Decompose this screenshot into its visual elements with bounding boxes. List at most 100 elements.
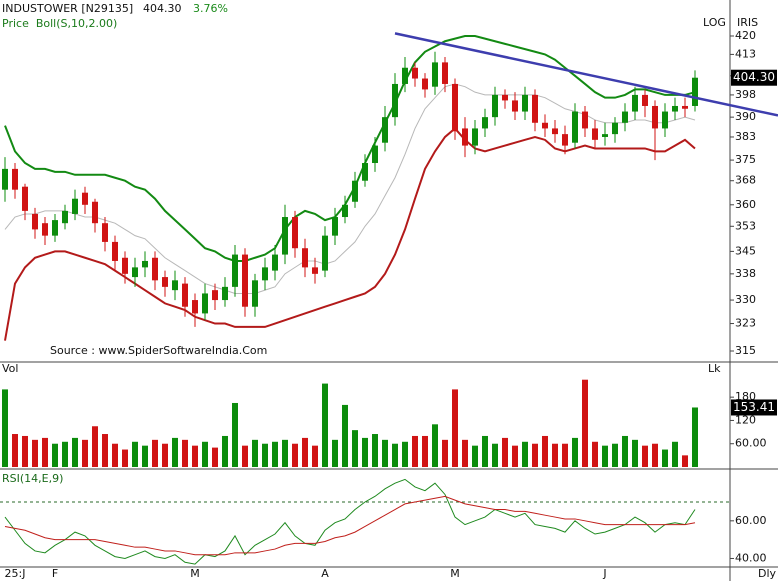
volume-bar — [312, 445, 318, 467]
style-label: IRIS — [737, 16, 758, 29]
candle-body — [442, 62, 448, 84]
volume-bar — [82, 439, 88, 467]
candle-body — [262, 267, 268, 281]
candle-body — [582, 111, 588, 129]
volume-bar — [42, 437, 48, 467]
volume-bar — [542, 435, 548, 467]
volume-bar — [452, 389, 458, 467]
candle-body — [322, 235, 328, 271]
volume-bar — [402, 441, 408, 467]
candle-body — [402, 67, 408, 84]
bollinger-band — [4, 83, 696, 294]
volume-title: Vol — [2, 362, 18, 375]
y-tick-label: 315 — [735, 344, 756, 357]
candle-body — [282, 217, 288, 255]
y-tick-label: 368 — [735, 174, 756, 187]
candle-body — [692, 77, 698, 106]
volume-bar — [622, 435, 628, 467]
candle-body — [152, 257, 158, 281]
volume-bar — [462, 439, 468, 467]
y-tick-label: 40.00 — [735, 551, 767, 564]
volume-bar — [262, 443, 268, 467]
y-tick-label: 390 — [735, 110, 756, 123]
volume-tag-label: 153.41 — [733, 400, 775, 414]
candle-body — [422, 78, 428, 90]
volume-bar — [242, 445, 248, 467]
volume-bar — [442, 439, 448, 467]
volume-bar — [422, 435, 428, 467]
y-tick-label: 345 — [735, 244, 756, 257]
y-tick-label: 60.00 — [735, 514, 767, 527]
volume-bar — [372, 434, 378, 467]
candle-body — [652, 105, 658, 129]
rsi-line — [4, 495, 696, 556]
y-tick-label: 120 — [735, 413, 756, 426]
volume-bar — [152, 439, 158, 467]
candle-body — [172, 280, 178, 291]
volume-bar — [72, 437, 78, 467]
volume-bar — [612, 443, 618, 467]
volume-tag — [731, 399, 777, 416]
volume-bar — [2, 389, 8, 467]
candle-body — [542, 122, 548, 129]
y-tick-label: 375 — [735, 153, 756, 166]
candle-body — [672, 105, 678, 112]
candle-body — [342, 204, 348, 218]
candle-body — [372, 145, 378, 164]
volume-bar — [12, 434, 18, 467]
volume-bar — [692, 407, 698, 467]
candle-body — [112, 241, 118, 261]
candle-body — [62, 210, 68, 224]
candle-body — [642, 94, 648, 106]
candle-body — [472, 128, 478, 146]
volume-bar — [492, 443, 498, 467]
candle-body — [622, 111, 628, 123]
candle-body — [532, 94, 538, 123]
volume-bar — [232, 402, 238, 467]
volume-bar — [482, 435, 488, 467]
volume-bar — [412, 435, 418, 467]
candle-body — [432, 62, 438, 87]
volume-bar — [252, 439, 258, 467]
y-tick-label: 383 — [735, 130, 756, 143]
volume-unit: Lk — [708, 362, 721, 375]
volume-bar — [582, 379, 588, 467]
candle-body — [302, 248, 308, 268]
volume-bar — [212, 447, 218, 467]
candle-body — [82, 192, 88, 205]
candle-body — [572, 111, 578, 143]
candle-body — [552, 128, 558, 135]
volume-bar — [332, 439, 338, 467]
volume-bar — [662, 449, 668, 467]
candle-body — [512, 100, 518, 112]
candle-body — [42, 223, 48, 236]
volume-bar — [112, 443, 118, 467]
x-tick-label: 25:J — [5, 567, 26, 580]
volume-bar — [302, 437, 308, 467]
symbol-title: INDUSTOWER [N29135] — [2, 2, 133, 15]
volume-bar — [502, 437, 508, 467]
rsi-title: RSI(14,E,9) — [2, 472, 63, 485]
volume-bar — [132, 441, 138, 467]
volume-bar — [322, 383, 328, 467]
candle-body — [192, 300, 198, 314]
candle-body — [212, 290, 218, 301]
volume-bar — [32, 439, 38, 467]
volume-bar — [342, 404, 348, 467]
volume-bar — [192, 445, 198, 467]
volume-bar — [672, 441, 678, 467]
period: Dly — [758, 567, 777, 580]
x-tick-label: M — [450, 567, 460, 580]
candle-body — [332, 217, 338, 236]
source: Source : www.SpiderSoftwareIndia.Com — [50, 344, 267, 357]
candle-body — [22, 186, 28, 211]
volume-bar — [292, 443, 298, 467]
candle-body — [162, 277, 168, 287]
candle-body — [632, 94, 638, 112]
volume-bar — [392, 443, 398, 467]
y-tick-label: 420 — [735, 29, 756, 42]
candle-body — [272, 254, 278, 271]
